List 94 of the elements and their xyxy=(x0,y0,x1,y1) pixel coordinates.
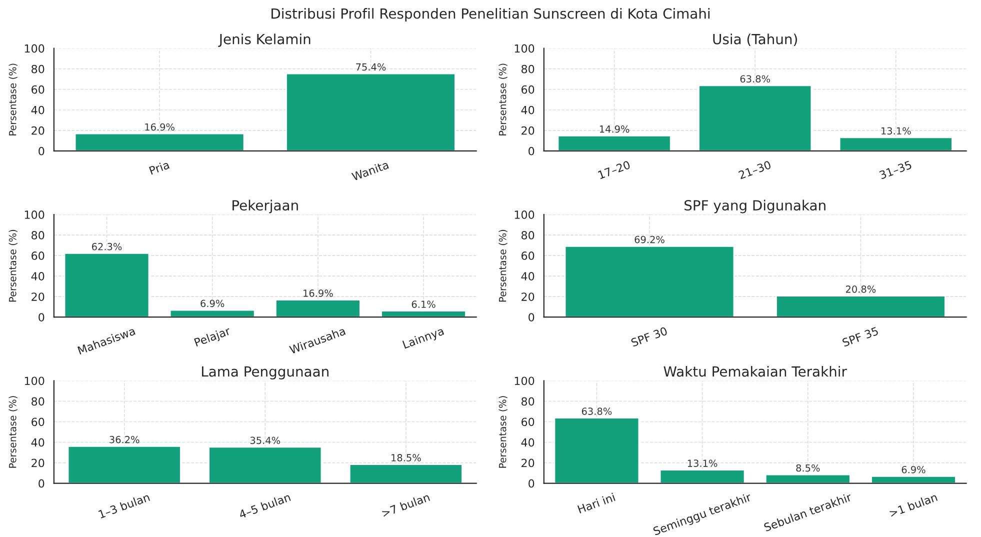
y-tick-label: 100 xyxy=(514,210,534,219)
y-tick-label: 40 xyxy=(521,272,534,280)
data-label: 14.9% xyxy=(600,125,630,133)
y-tick-label: 60 xyxy=(32,418,44,426)
y-tick-label: 40 xyxy=(31,438,44,447)
y-tick-label: 60 xyxy=(522,252,534,260)
bar xyxy=(838,136,953,151)
bar xyxy=(554,417,640,484)
y-tick-label: 60 xyxy=(32,252,44,260)
y-axis-title: Persentase (%) xyxy=(498,230,508,302)
y-tick-label: 40 xyxy=(31,272,44,280)
y-tick-label: 20 xyxy=(32,458,44,468)
bar xyxy=(698,84,812,151)
chart-title: Usia (Tahun) xyxy=(713,34,797,46)
x-tick-label: 1–3 bulan xyxy=(98,492,150,519)
y-tick-label: 40 xyxy=(521,106,534,114)
x-tick-label: 4–5 bulan xyxy=(238,492,291,519)
data-label: 63.8% xyxy=(740,75,770,83)
y-axis-title: Persentase (%) xyxy=(8,64,18,136)
data-label: 6.9% xyxy=(200,300,224,308)
y-axis-title: Persentase (%) xyxy=(8,396,18,468)
y-tick-label: 20 xyxy=(32,292,44,301)
data-label: 16.9% xyxy=(145,123,174,131)
y-tick-label: 100 xyxy=(514,44,534,53)
y-tick-label: 40 xyxy=(521,438,534,447)
data-label: 75.4% xyxy=(356,63,386,71)
y-tick-label: 0 xyxy=(528,146,534,156)
y-tick-label: 0 xyxy=(38,146,44,156)
x-tick-label: 21–30 xyxy=(738,160,772,180)
bar xyxy=(348,464,463,484)
x-tick-label: Pria xyxy=(148,160,170,175)
data-label: 16.9% xyxy=(304,290,333,297)
y-tick-label: 60 xyxy=(522,85,534,94)
y-tick-label: 100 xyxy=(514,376,534,386)
data-label: 63.8% xyxy=(582,408,612,415)
data-label: 13.1% xyxy=(688,460,718,467)
data-label: 18.5% xyxy=(392,454,421,462)
y-axis-title: Persentase (%) xyxy=(498,64,508,136)
x-tick-label: >7 bulan xyxy=(381,492,430,518)
data-label: 36.2% xyxy=(110,436,140,444)
y-tick-label: 100 xyxy=(24,210,44,219)
bar xyxy=(275,299,361,318)
bar xyxy=(64,252,150,318)
y-tick-label: 80 xyxy=(32,231,44,240)
y-tick-label: 60 xyxy=(32,85,44,94)
y-tick-label: 100 xyxy=(24,376,44,386)
data-label: 8.5% xyxy=(796,464,820,472)
y-tick-label: 20 xyxy=(32,126,44,135)
data-label: 62.3% xyxy=(92,242,122,250)
data-label: 20.8% xyxy=(846,286,876,293)
chart-title: Lama Penggunaan xyxy=(202,366,328,380)
data-label: 13.1% xyxy=(882,127,911,135)
data-label: 35.4% xyxy=(250,436,280,444)
y-tick-label: 40 xyxy=(31,106,44,114)
y-tick-label: 60 xyxy=(522,418,534,426)
x-tick-label: 31–35 xyxy=(879,160,912,180)
y-tick-label: 0 xyxy=(528,479,534,488)
bar xyxy=(380,310,466,318)
bar xyxy=(659,469,746,484)
bar xyxy=(764,474,851,484)
bar xyxy=(169,309,256,318)
y-tick-label: 0 xyxy=(38,479,44,488)
x-tick-label: >1 bulan xyxy=(888,492,938,518)
y-tick-label: 20 xyxy=(522,458,534,468)
y-tick-label: 20 xyxy=(522,126,534,135)
x-tick-label: SPF 30 xyxy=(630,326,668,347)
data-label: 6.1% xyxy=(412,300,436,308)
chart-title: Waktu Pemakaian Terakhir xyxy=(664,366,847,377)
y-tick-label: 0 xyxy=(528,313,534,322)
x-tick-label: Wanita xyxy=(351,160,389,182)
bar xyxy=(67,445,182,484)
y-tick-label: 80 xyxy=(521,64,534,74)
y-tick-label: 20 xyxy=(522,292,534,301)
y-tick-label: 80 xyxy=(32,397,44,406)
data-label: 69.2% xyxy=(634,236,664,244)
bar xyxy=(870,476,956,484)
y-axis-title: Persentase (%) xyxy=(498,396,508,468)
x-tick-label: 17–20 xyxy=(598,160,631,180)
chart-title: Jenis Kelamin xyxy=(218,34,310,47)
y-tick-label: 100 xyxy=(24,44,44,53)
text: Distribusi Profil Responden Penelitian Sunscreen di Kota Cimahi xyxy=(272,8,710,22)
y-tick-label: 0 xyxy=(38,313,44,322)
data-label: 6.9% xyxy=(902,466,926,474)
chart-title: SPF yang Digunakan xyxy=(684,200,826,214)
chart-title: Pekerjaan xyxy=(232,200,298,214)
y-tick-label: 80 xyxy=(521,231,534,240)
bar xyxy=(208,446,322,484)
x-tick-label: Hari ini xyxy=(577,492,616,514)
y-tick-label: 80 xyxy=(521,397,534,406)
bar xyxy=(557,134,672,151)
y-tick-label: 80 xyxy=(32,64,44,74)
x-tick-label: Pelajar xyxy=(194,326,232,349)
x-tick-label: SPF 35 xyxy=(842,326,879,347)
y-axis-title: Persentase (%) xyxy=(8,230,18,302)
